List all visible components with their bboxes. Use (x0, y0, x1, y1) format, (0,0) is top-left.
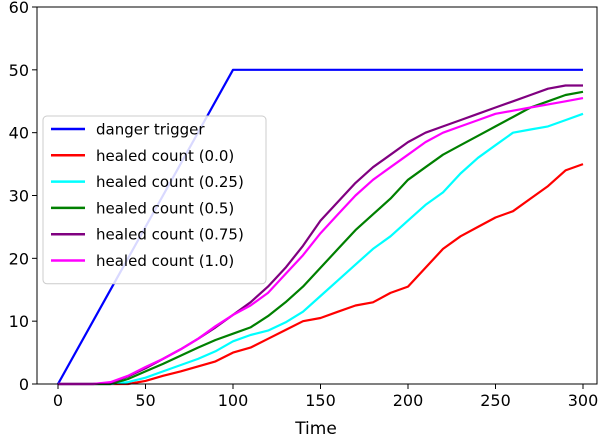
legend-label-5: healed count (1.0) (96, 252, 234, 270)
legend: danger trigger healed count (0.0) healed c… (42, 115, 267, 285)
series-line-3 (58, 90, 584, 386)
legend-label-4: healed count (0.75) (96, 226, 244, 244)
y-tick-label-3: 30 (9, 187, 29, 206)
x-tick-label-5: 250 (480, 391, 511, 410)
x-axis: 0 50 100 150 200 250 300 (53, 384, 598, 410)
legend-label-0: danger trigger (96, 121, 205, 139)
series-line-5 (58, 97, 584, 386)
y-axis: 0 10 20 30 40 50 60 (9, 0, 37, 394)
legend-box (42, 115, 267, 285)
legend-label-3: healed count (0.5) (96, 199, 234, 217)
y-tick-label-0: 0 (19, 375, 29, 394)
series-line-2 (58, 112, 584, 386)
y-tick-label-1: 10 (9, 312, 29, 331)
x-tick-label-4: 200 (393, 391, 424, 410)
x-tick-label-2: 100 (218, 391, 249, 410)
series-line-1 (58, 163, 584, 386)
legend-label-1: healed count (0.0) (96, 147, 234, 165)
x-tick-label-3: 150 (305, 391, 336, 410)
y-tick-label-6: 60 (9, 0, 29, 17)
y-tick-label-5: 50 (9, 61, 29, 80)
y-tick-label-4: 40 (9, 124, 29, 143)
x-tick-label-0: 0 (53, 391, 63, 410)
x-tick-label-1: 50 (135, 391, 155, 410)
x-tick-label-6: 300 (568, 391, 598, 410)
y-tick-label-2: 20 (9, 249, 29, 268)
legend-label-2: healed count (0.25) (96, 173, 244, 191)
x-axis-label: Time (294, 419, 337, 438)
